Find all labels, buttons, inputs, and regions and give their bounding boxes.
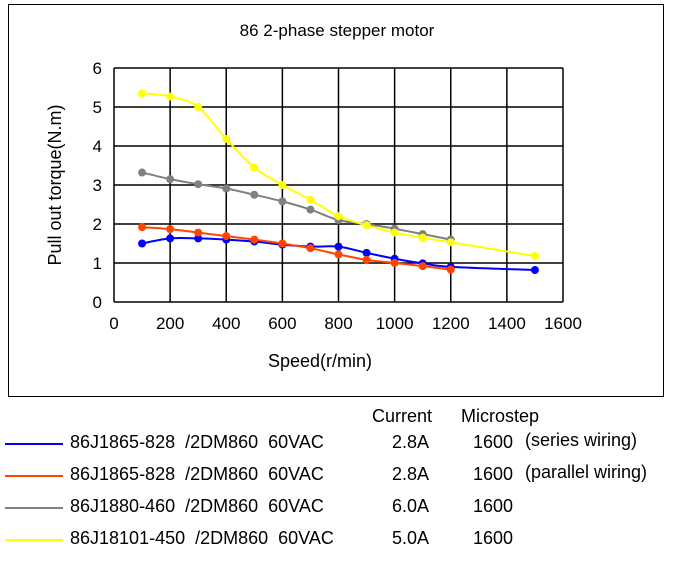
- data-point-1: [306, 244, 315, 253]
- data-point-0: [138, 239, 147, 248]
- legend-label: 86J1880-460 /2DM860 60VAC: [70, 496, 324, 516]
- x-tick-label: 1200: [432, 314, 470, 333]
- legend-current: 2.8A: [392, 464, 430, 484]
- legend-microstep: 1600: [473, 496, 514, 516]
- data-point-0: [362, 248, 371, 257]
- x-tick-label: 1000: [376, 314, 414, 333]
- data-point-1: [138, 223, 147, 232]
- data-point-1: [390, 259, 399, 267]
- legend-current: 5.0A: [392, 528, 430, 548]
- data-point-3: [222, 134, 231, 143]
- x-tick-label: 1600: [544, 314, 582, 333]
- legend-current: 6.0A: [392, 496, 430, 516]
- data-point-3: [250, 163, 259, 172]
- data-point-1: [362, 255, 371, 264]
- legend-microstep: 1600: [473, 528, 514, 548]
- data-point-2: [278, 197, 287, 206]
- data-point-1: [446, 265, 455, 274]
- legend-swatch: [5, 539, 63, 541]
- x-tick-label: 400: [212, 314, 240, 333]
- legend-swatch: [5, 475, 63, 477]
- data-point-3: [530, 251, 539, 260]
- x-tick-label: 600: [268, 314, 296, 333]
- legend-microstep: 1600: [473, 432, 514, 452]
- legend-note: (series wiring): [525, 430, 638, 450]
- y-tick-label: 1: [93, 254, 102, 273]
- chart-title: 86 2-phase stepper motor: [240, 21, 435, 40]
- x-tick-label: 1400: [488, 314, 526, 333]
- x-tick-label: 800: [324, 314, 352, 333]
- data-point-3: [306, 195, 315, 204]
- data-point-3: [418, 233, 427, 242]
- data-point-2: [194, 180, 203, 189]
- data-point-3: [334, 212, 343, 221]
- data-point-1: [250, 235, 259, 244]
- data-point-0: [166, 234, 175, 243]
- legend-microstep-header: Microstep: [461, 406, 540, 426]
- x-tick-label: 200: [156, 314, 184, 333]
- legend-swatch: [5, 443, 63, 445]
- data-point-3: [166, 92, 175, 101]
- legend-label: 86J1865-828 /2DM860 60VAC: [70, 432, 324, 452]
- legend-note: (parallel wiring): [525, 462, 648, 482]
- legend-item: 86J18101-450 /2DM860 60VAC 5.0A 1600: [0, 526, 682, 556]
- data-point-3: [138, 89, 147, 98]
- data-point-3: [446, 238, 455, 247]
- data-point-0: [194, 234, 203, 243]
- x-axis-label: Speed(r/min): [268, 351, 372, 371]
- y-tick-label: 2: [93, 215, 102, 234]
- legend-current-header: Current: [372, 406, 433, 426]
- legend-microstep: 1600: [473, 464, 514, 484]
- data-point-1: [166, 225, 175, 234]
- data-point-1: [334, 250, 343, 259]
- data-point-3: [390, 228, 399, 237]
- x-tick-label: 0: [109, 314, 118, 333]
- chart-frame: [8, 4, 664, 397]
- legend-swatch: [5, 507, 63, 509]
- data-point-1: [278, 239, 287, 248]
- y-tick-label: 3: [93, 176, 102, 195]
- data-point-1: [194, 228, 203, 237]
- data-point-2: [222, 184, 231, 193]
- data-point-2: [138, 168, 147, 177]
- data-point-2: [306, 205, 315, 214]
- data-point-3: [278, 181, 287, 189]
- data-point-2: [166, 175, 175, 184]
- y-tick-label: 4: [93, 137, 102, 156]
- legend-item: 86J1880-460 /2DM860 60VAC 6.0A 1600: [0, 494, 682, 524]
- legend-label: 86J1865-828 /2DM860 60VAC: [70, 464, 324, 484]
- legend-label: 86J18101-450 /2DM860 60VAC: [70, 528, 334, 548]
- y-tick-label: 6: [93, 59, 102, 78]
- data-point-1: [222, 232, 231, 241]
- data-point-0: [334, 242, 343, 251]
- data-point-1: [418, 262, 427, 271]
- data-point-3: [362, 221, 371, 230]
- legend-item: 86J1865-828 /2DM860 60VAC 2.8A 1600 (ser…: [0, 430, 682, 460]
- data-point-0: [530, 266, 539, 275]
- y-axis-label: Pull out torque(N.m): [45, 104, 65, 265]
- legend-item: 86J1865-828 /2DM860 60VAC 2.8A 1600 (par…: [0, 462, 682, 492]
- y-tick-label: 5: [93, 98, 102, 117]
- data-point-3: [194, 103, 203, 111]
- y-tick-label: 0: [93, 293, 102, 312]
- data-point-2: [250, 190, 259, 199]
- series-line-2: [141, 171, 451, 241]
- legend-current: 2.8A: [392, 432, 430, 452]
